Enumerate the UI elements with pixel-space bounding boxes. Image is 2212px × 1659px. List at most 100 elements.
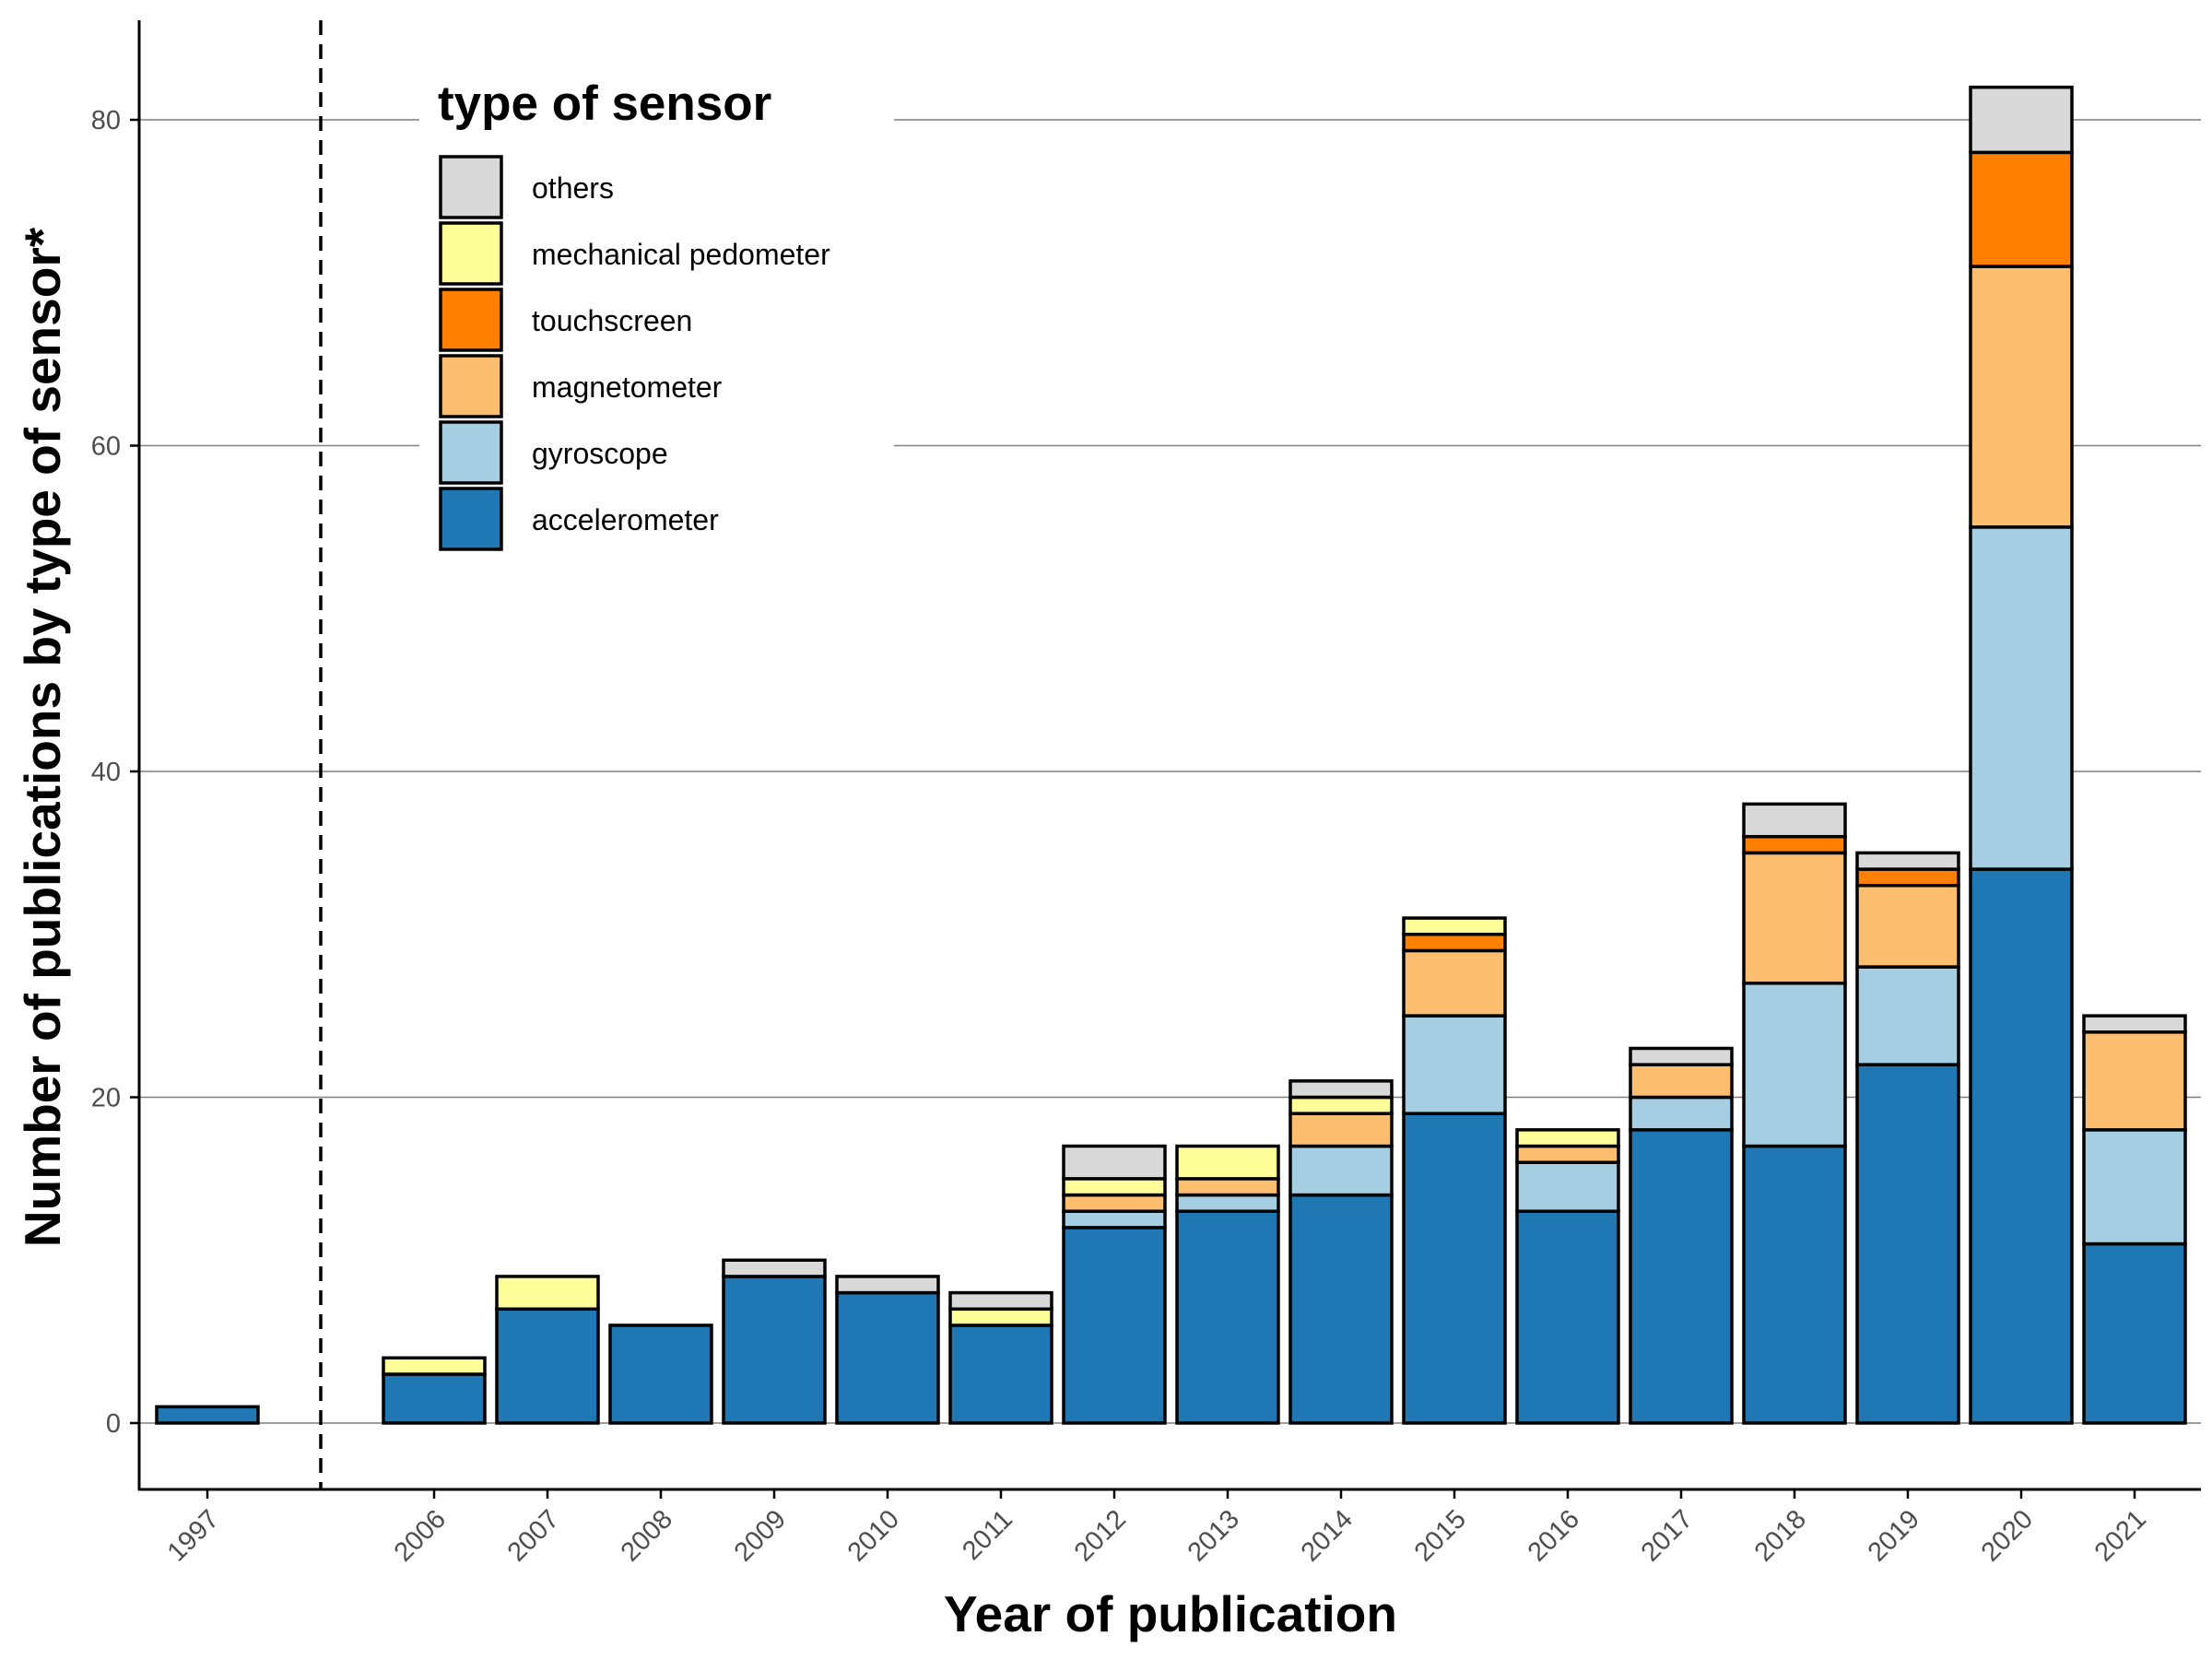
y-tick-label: 60 (91, 432, 121, 462)
bar-segment-accelerometer-2021 (2082, 1241, 2187, 1425)
bar-segment-others-2017 (1629, 1046, 1734, 1066)
x-tick-label: 2020 (1976, 1504, 2039, 1567)
bar-segment-others-2012 (1062, 1144, 1167, 1181)
legend-item-touchscreen: touchscreen (439, 288, 692, 352)
bar-segment-others-2014 (1288, 1079, 1394, 1100)
x-axis-title: Year of publication (944, 1585, 1397, 1642)
bar-segment-accelerometer-2008 (608, 1324, 713, 1425)
bar-segment-gyroscope-2021 (2082, 1128, 2187, 1246)
y-axis-title: Number of publications by type of sensor… (14, 227, 71, 1247)
bar-segment-accelerometer-2007 (495, 1307, 600, 1425)
bar-stack-2011 (948, 1290, 1053, 1425)
x-tick-label: 2018 (1749, 1504, 1812, 1567)
bar-segment-accelerometer-2020 (1969, 867, 2074, 1425)
bar-segment-accelerometer-2014 (1288, 1193, 1394, 1425)
bar-segment-magnetometer-2020 (1969, 265, 2074, 529)
bar-segment-others-2018 (1742, 802, 1847, 839)
bar-segment-mechanical-pedometer-2016 (1515, 1128, 1620, 1148)
bar-segment-magnetometer-2016 (1515, 1144, 1620, 1164)
bar-segment-gyroscope-2020 (1969, 525, 2074, 871)
x-tick-label: 2007 (502, 1504, 565, 1567)
bar-segment-mechanical-pedometer-2015 (1402, 916, 1507, 936)
bar-stack-2012 (1062, 1144, 1167, 1425)
bar-stack-2019 (1855, 851, 1960, 1425)
bar-stack-2014 (1288, 1079, 1394, 1425)
axes (130, 20, 2201, 1499)
y-tick-label: 0 (106, 1409, 121, 1439)
x-tick-label: 2013 (1182, 1504, 1245, 1567)
x-tick-label: 2012 (1069, 1504, 1132, 1567)
bar-segment-magnetometer-2021 (2082, 1030, 2187, 1132)
bar-segment-touchscreen-2018 (1742, 834, 1847, 855)
legend-title: type of sensor (438, 76, 771, 131)
bar-segment-gyroscope-2012 (1062, 1209, 1167, 1230)
legend-label: accelerometer (532, 503, 719, 536)
bar-segment-magnetometer-2013 (1175, 1177, 1280, 1197)
bar-segment-mechanical-pedometer-2006 (382, 1356, 487, 1376)
legend-swatch (439, 354, 503, 418)
bar-segment-accelerometer-2006 (382, 1372, 487, 1425)
bar-stack-2013 (1175, 1144, 1280, 1425)
bar-segment-magnetometer-2019 (1855, 883, 1960, 969)
bar-segment-mechanical-pedometer-2014 (1288, 1095, 1394, 1115)
x-tick-label: 2006 (389, 1504, 452, 1567)
bar-segment-accelerometer-2016 (1515, 1209, 1620, 1425)
legend-item-others: others (439, 155, 614, 219)
bar-segment-mechanical-pedometer-2013 (1175, 1144, 1280, 1181)
bar-segment-magnetometer-2014 (1288, 1112, 1394, 1148)
y-tick-labels: 0 20 40 60 80 (91, 106, 121, 1439)
bar-segment-magnetometer-2015 (1402, 948, 1507, 1018)
x-tick-label: 2016 (1523, 1504, 1585, 1567)
x-tick-label: 1997 (162, 1504, 225, 1567)
x-tick-label: 2019 (1863, 1504, 1925, 1567)
legend-swatch (439, 487, 503, 551)
bar-stack-2015 (1402, 916, 1507, 1425)
bar-segment-accelerometer-2013 (1175, 1209, 1280, 1425)
legend-label: magnetometer (532, 371, 723, 404)
bar-segment-others-2011 (948, 1290, 1053, 1312)
bar-segment-gyroscope-2019 (1855, 965, 1960, 1066)
bar-segment-accelerometer-2010 (835, 1290, 940, 1425)
bar-segment-magnetometer-2012 (1062, 1193, 1167, 1213)
bars (155, 85, 2187, 1425)
bar-segment-mechanical-pedometer-2007 (495, 1275, 600, 1312)
y-tick-label: 80 (91, 106, 121, 135)
legend-label: mechanical pedometer (532, 238, 830, 271)
bar-segment-mechanical-pedometer-2011 (948, 1307, 1053, 1327)
bar-stack-2009 (722, 1258, 827, 1425)
bar-stack-2017 (1629, 1046, 1734, 1425)
x-tick-label: 2017 (1636, 1504, 1699, 1567)
y-tick-label: 20 (91, 1084, 121, 1113)
bar-segment-accelerometer-2011 (948, 1324, 1053, 1425)
bar-segment-magnetometer-2017 (1629, 1063, 1734, 1100)
bar-segment-touchscreen-2015 (1402, 933, 1507, 953)
legend-item-gyroscope: gyroscope (439, 420, 668, 485)
bar-segment-accelerometer-2018 (1742, 1144, 1847, 1425)
bar-stack-1997 (155, 1405, 260, 1425)
bar-segment-gyroscope-2014 (1288, 1144, 1394, 1197)
bar-stack-2010 (835, 1275, 940, 1425)
x-tick-label: 2011 (957, 1504, 1018, 1566)
bar-segment-accelerometer-2015 (1402, 1112, 1507, 1425)
x-tick-label: 2021 (2089, 1504, 2152, 1567)
bar-stack-2020 (1969, 85, 2074, 1425)
legend-items: others mechanical pedometer touchscreen mag… (439, 155, 830, 551)
bar-segment-others-2009 (722, 1258, 827, 1278)
legend-swatch (439, 221, 503, 286)
bar-segment-gyroscope-2018 (1742, 982, 1847, 1148)
legend-label: gyroscope (532, 437, 668, 470)
bar-segment-mechanical-pedometer-2012 (1062, 1177, 1167, 1197)
x-tick-label: 2015 (1409, 1504, 1472, 1567)
bar-segment-accelerometer-2019 (1855, 1063, 1960, 1425)
bar-stack-2016 (1515, 1128, 1620, 1425)
x-tick-label: 2014 (1296, 1504, 1359, 1567)
bar-segment-touchscreen-2019 (1855, 867, 1960, 888)
bar-segment-gyroscope-2015 (1402, 1014, 1507, 1115)
legend-swatch (439, 420, 503, 485)
legend-label: touchscreen (532, 304, 692, 337)
bar-segment-touchscreen-2020 (1969, 150, 2074, 268)
bar-segment-others-2021 (2082, 1014, 2187, 1034)
bar-segment-accelerometer-2017 (1629, 1128, 1734, 1425)
x-tick-labels: 1997 2006 2007 2008 2009 2010 2011 2012 2013 2014… (162, 1504, 2152, 1567)
legend-swatch (439, 288, 503, 352)
